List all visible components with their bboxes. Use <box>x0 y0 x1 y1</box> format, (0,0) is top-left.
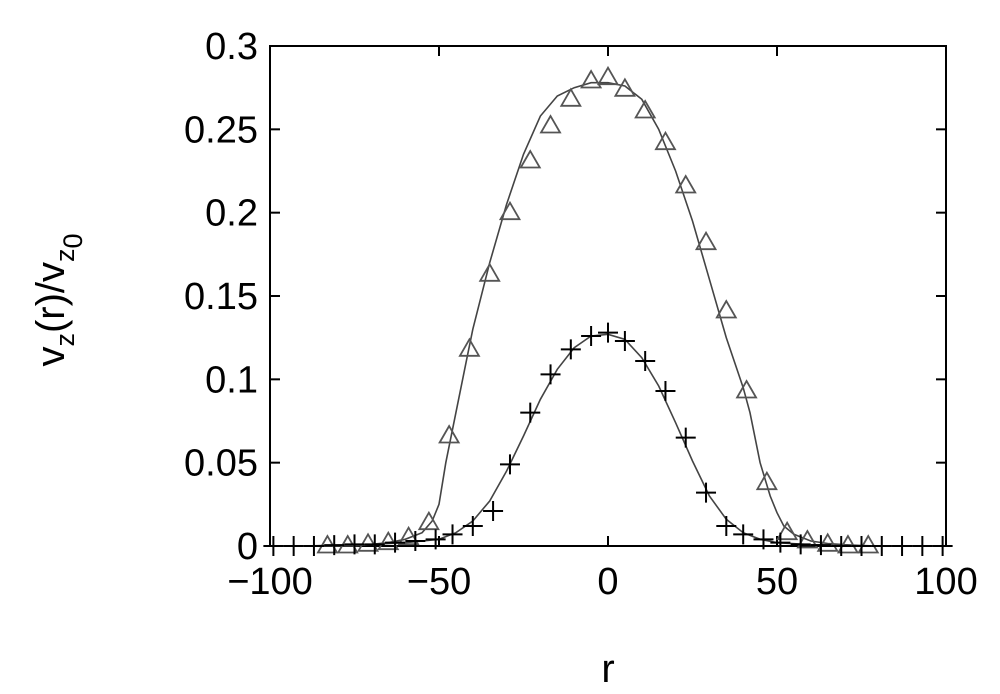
plot-frame <box>269 45 947 547</box>
y-axis-label-mid: (r)/v <box>29 262 73 333</box>
y-axis-label-sub-z: z <box>50 333 80 347</box>
x-tick-label: 0 <box>597 561 618 603</box>
plus-marker <box>892 536 913 556</box>
triangle-marker <box>816 532 839 552</box>
plus-marker <box>442 524 463 545</box>
y-tick-label: 0 <box>237 526 258 568</box>
plus-marker <box>851 536 872 556</box>
triangle-marker <box>613 77 636 97</box>
series-triangle-line <box>270 81 946 547</box>
plus-marker <box>810 535 831 556</box>
triangle-marker <box>634 99 657 119</box>
plus-marker <box>614 331 635 351</box>
plus-marker <box>540 364 561 385</box>
triangle-marker <box>539 114 562 134</box>
triangle-marker <box>735 379 758 399</box>
triangle-marker <box>694 230 718 251</box>
triangle-marker <box>397 525 420 546</box>
plus-marker <box>696 482 717 503</box>
plus-marker <box>520 402 541 423</box>
plus-marker <box>405 531 426 551</box>
plot-area <box>269 45 947 547</box>
plus-marker <box>635 351 656 371</box>
axis-ticks: −100 −50 0 50 100 0 0.05 0.1 0.15 0.2 0.25 0.3 <box>184 26 978 603</box>
triangle-marker <box>356 532 380 552</box>
triangle-marker <box>559 87 582 107</box>
triangle-marker <box>458 337 481 357</box>
y-tick-label: 0.1 <box>205 359 258 401</box>
y-tick-label: 0.3 <box>205 26 258 68</box>
triangle-marker <box>377 530 400 551</box>
series-markers <box>263 65 953 556</box>
triangle-marker <box>417 510 440 531</box>
y-tick-label: 0.15 <box>184 276 258 318</box>
triangle-marker <box>857 534 880 554</box>
plus-marker <box>675 427 696 448</box>
triangle-marker <box>654 130 677 151</box>
plus-marker <box>733 524 754 545</box>
plus-marker <box>932 536 953 556</box>
triangle-marker <box>776 520 799 541</box>
plus-marker <box>770 532 791 553</box>
plus-marker <box>283 536 304 556</box>
triangle-marker <box>478 262 501 282</box>
series-lines <box>270 81 946 547</box>
plus-marker <box>364 534 385 555</box>
x-tick-label: −100 <box>227 561 313 603</box>
triangle-marker <box>836 534 860 554</box>
triangle-marker <box>796 529 819 549</box>
plus-marker <box>499 454 520 475</box>
plus-marker <box>303 536 324 556</box>
y-tick-label: 0.2 <box>205 193 258 235</box>
plus-marker <box>716 516 737 536</box>
x-axis-label: r <box>601 647 614 691</box>
y-tick-label: 0.25 <box>184 109 258 151</box>
y-axis-label-v: v <box>29 347 73 367</box>
axis-labels: r vz(r)/vz0 <box>29 233 615 691</box>
triangle-marker <box>596 65 620 86</box>
y-axis-label-sub-z0: z <box>50 248 80 262</box>
plus-marker <box>655 381 676 401</box>
triangle-marker <box>674 174 697 194</box>
plus-marker <box>385 532 406 553</box>
plus-marker <box>598 322 618 343</box>
plus-marker <box>831 536 852 556</box>
x-tick-label: 50 <box>756 561 798 603</box>
plus-marker <box>871 536 892 556</box>
plus-marker <box>425 529 446 550</box>
plus-marker <box>560 339 581 360</box>
plus-marker <box>462 516 483 536</box>
plus-marker <box>483 501 504 521</box>
y-axis-label-subsub-0: 0 <box>58 233 88 248</box>
plus-marker <box>581 326 602 346</box>
x-tick-label: 100 <box>914 561 977 603</box>
y-tick-label: 0.05 <box>184 443 258 485</box>
plus-marker <box>324 535 345 556</box>
x-tick-label: −50 <box>407 561 471 603</box>
plus-marker <box>344 534 365 555</box>
triangle-marker <box>438 424 461 444</box>
triangle-marker <box>580 69 603 89</box>
triangle-marker <box>498 200 522 221</box>
plus-marker <box>790 534 811 555</box>
plus-marker <box>753 529 774 550</box>
triangle-marker <box>755 470 778 491</box>
triangle-marker <box>519 149 542 169</box>
y-axis-label: vz(r)/vz0 <box>29 233 88 366</box>
plus-marker <box>263 536 284 556</box>
triangle-marker <box>715 299 738 319</box>
plus-marker <box>912 536 933 556</box>
series-plus-line <box>270 333 946 547</box>
